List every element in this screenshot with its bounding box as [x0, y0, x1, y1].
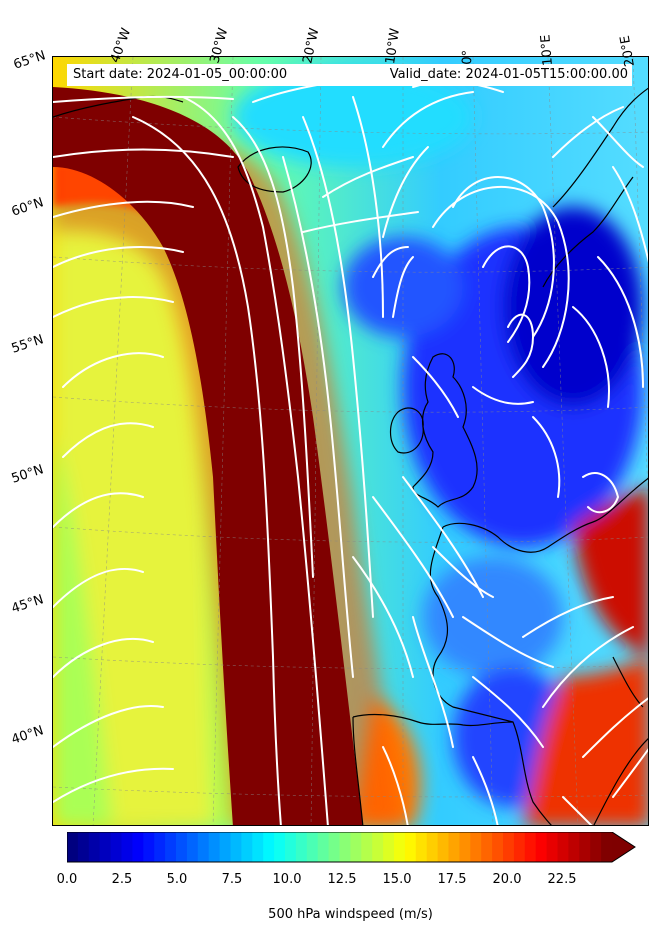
- colorbar-cell: [524, 832, 537, 862]
- colorbar-cell: [176, 832, 188, 862]
- valid-date-label: Valid_date: 2024-01-05T15:00:00.00: [389, 67, 628, 82]
- colorbar-cell: [197, 832, 210, 862]
- colorbar-cell: [252, 832, 264, 862]
- colorbar-cell: [99, 832, 112, 862]
- colorbar-tick: 12.5: [327, 872, 357, 887]
- colorbar-extend-arrow: [612, 832, 635, 862]
- colorbar-cell: [372, 832, 384, 862]
- windspeed-field: [53, 57, 648, 825]
- colorbar-cell: [328, 832, 340, 862]
- colorbar-cell: [557, 832, 569, 862]
- colorbar-cell: [77, 832, 90, 862]
- colorbar-cell: [459, 832, 471, 862]
- colorbar-cell: [219, 832, 231, 862]
- colorbar-cell: [306, 832, 319, 862]
- colorbar-cell: [88, 832, 101, 862]
- colorbar-cell: [546, 832, 558, 862]
- colorbar: [67, 832, 637, 864]
- colorbar-cell: [67, 832, 79, 862]
- colorbar-cell: [263, 832, 275, 862]
- colorbar-cell: [437, 832, 449, 862]
- colorbar-label: 500 hPa windspeed (m/s): [268, 907, 433, 922]
- colorbar-cell: [274, 832, 286, 862]
- colorbar-cell: [350, 832, 362, 862]
- lon-label-0: 0°: [460, 49, 476, 65]
- colorbar-tick: 5.0: [166, 872, 188, 887]
- colorbar-cell: [361, 832, 373, 862]
- colorbar-cell: [503, 832, 515, 862]
- colorbar-cell: [295, 832, 308, 862]
- colorbar-cell: [568, 832, 580, 862]
- coastlines: [53, 87, 648, 825]
- colorbar-tick: 2.5: [111, 872, 133, 887]
- lat-label-40n: 40°N: [9, 723, 46, 748]
- map-panel: [52, 56, 649, 826]
- lat-label-60n: 60°N: [9, 195, 46, 220]
- colorbar-cell: [317, 832, 330, 862]
- colorbar-cell: [481, 832, 493, 862]
- lat-label-45n: 45°N: [9, 592, 46, 617]
- colorbar-cell: [143, 832, 155, 862]
- colorbar-cell: [492, 832, 504, 862]
- date-info-bar: Start date: 2024-01-05_00:00:00 Valid_da…: [67, 64, 632, 86]
- colorbar-cell: [601, 832, 613, 862]
- colorbar-cell: [415, 832, 428, 862]
- colorbar-tick: 10.0: [272, 872, 302, 887]
- lat-label-55n: 55°N: [9, 332, 46, 357]
- colorbar-cell: [230, 832, 242, 862]
- colorbar-cell: [448, 832, 460, 862]
- colorbar-cell: [132, 832, 144, 862]
- colorbar-cell: [186, 832, 199, 862]
- colorbar-cell: [339, 832, 351, 862]
- colorbar-cell: [535, 832, 548, 862]
- colorbar-tick: 15.0: [382, 872, 412, 887]
- colorbar-cell: [579, 832, 591, 862]
- colorbar-cell: [110, 832, 122, 862]
- streamlines: [53, 76, 648, 825]
- colorbar-tick: 0.0: [56, 872, 78, 887]
- lat-label-50n: 50°N: [9, 462, 46, 487]
- colorbar-tick: 20.0: [492, 872, 522, 887]
- colorbar-cell: [404, 832, 417, 862]
- colorbar-cell: [165, 832, 177, 862]
- lat-label-65n: 65°N: [11, 48, 48, 73]
- lon-label-10e: 10°E: [538, 33, 556, 67]
- colorbar-cell: [241, 832, 253, 862]
- colorbar-cell: [285, 832, 297, 862]
- start-date-label: Start date: 2024-01-05_00:00:00: [73, 67, 288, 82]
- colorbar-tick: 17.5: [437, 872, 467, 887]
- colorbar-cell: [121, 832, 133, 862]
- colorbar-cell: [383, 832, 395, 862]
- colorbar-cell: [154, 832, 166, 862]
- colorbar-cell: [590, 832, 602, 862]
- colorbar-cell: [513, 832, 526, 862]
- colorbar-cell: [394, 832, 406, 862]
- colorbar-tick: 22.5: [547, 872, 577, 887]
- colorbar-tick: 7.5: [221, 872, 243, 887]
- colorbar-cell: [426, 832, 439, 862]
- colorbar-cell: [208, 832, 221, 862]
- colorbar-cell: [470, 832, 482, 862]
